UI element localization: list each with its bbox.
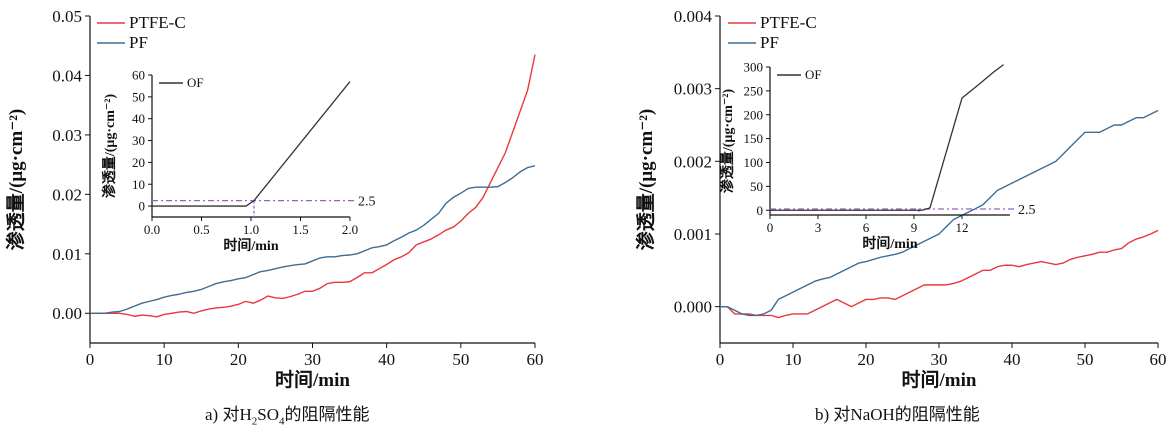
main-0-y-tick-label: 0.04 (52, 66, 82, 85)
series-line-ptfe-c (720, 230, 1158, 317)
inset-1-y-tick-label: 100 (744, 155, 764, 170)
main-1-y-tick-label: 0.000 (674, 298, 712, 317)
main-1-x-axis-label: 时间/min (902, 369, 977, 391)
main-0-x-tick-label: 10 (156, 350, 173, 369)
inset-0-y-tick-label: 60 (132, 68, 145, 83)
inset-0-x-tick-label: 0.5 (193, 222, 209, 237)
chart-panel-a: 0 10 20 30 40 50 600.000.010.020.030.040.05时间/… (4, 7, 544, 391)
chart-panel-b: 0 10 20 30 40 50 600.0000.0010.0020.0030.004时间… (634, 7, 1167, 391)
main-1-x-tick-label: 0 (716, 350, 725, 369)
threshold-label: 2.5 (1018, 203, 1036, 218)
inset-series-line-of (152, 82, 350, 207)
inset-1-x-tick-label: 9 (911, 220, 918, 235)
series-line-ptfe-c (90, 55, 535, 317)
inset-1-y-tick-label: 250 (744, 83, 764, 98)
inset-0-y-tick-label: 0 (139, 199, 146, 214)
main-1-y-tick-label: 0.002 (674, 152, 712, 171)
main-0-x-tick-label: 60 (527, 350, 544, 369)
threshold-label: 2.5 (358, 195, 376, 210)
inset-0-x-tick-label: 1.5 (292, 222, 308, 237)
legend-label: PTFE-C (760, 13, 817, 32)
inset-0-x-tick-label: 0.0 (144, 222, 160, 237)
inset-0-x-tick-label: 2.0 (342, 222, 358, 237)
main-1-x-tick-label: 20 (858, 350, 875, 369)
caption-b: b) 对NaOH的阻隔性能 (815, 400, 980, 425)
inset-1-y-tick-label: 0 (757, 203, 764, 218)
main-1-x-tick-label: 10 (785, 350, 802, 369)
inset-0-y-tick-label: 10 (132, 177, 145, 192)
main-0-x-tick-label: 40 (378, 350, 395, 369)
main-0-x-axis-label: 时间/min (275, 369, 350, 391)
inset-1-x-tick-label: 0 (767, 220, 774, 235)
legend: PTFE-CPF (97, 13, 186, 52)
inset-1-y-tick-label: 50 (750, 179, 763, 194)
legend-label: PF (760, 33, 779, 52)
inset-0-y-tick-label: 30 (132, 133, 145, 148)
main-0-y-tick-label: 0.00 (52, 304, 82, 323)
inset-chart: 0 3 6 9 12 0 50 100 150 200 250 300 时间/min 渗透量/(μg·cm… (719, 60, 1036, 252)
figure-canvas: 0 10 20 30 40 50 600.000.010.020.030.040.05时间/… (0, 0, 1173, 398)
main-0-x-tick-label: 20 (230, 350, 247, 369)
inset-1-x-tick-label: 3 (815, 220, 822, 235)
main-0-y-axis-label: 渗透量/(μg·cm⁻²) (4, 109, 27, 251)
inset-1-y-tick-label: 150 (744, 131, 764, 146)
inset-1-x-axis-label: 时间/min (862, 235, 917, 252)
inset-0-y-axis-label: 渗透量/(μg·cm⁻²) (101, 94, 118, 199)
legend-label: PF (129, 33, 148, 52)
inset-legend-label: OF (805, 67, 822, 82)
inset-1-x-tick-label: 6 (863, 220, 870, 235)
main-0-x-tick-label: 50 (452, 350, 469, 369)
inset-series-line-of (770, 65, 1004, 211)
main-0-y-tick-label: 0.03 (52, 126, 82, 145)
main-0-y-tick-label: 0.05 (52, 7, 82, 26)
main-1-y-tick-label: 0.003 (674, 80, 712, 99)
main-0-y-tick-label: 0.02 (52, 185, 82, 204)
main-0-x-tick-label: 0 (86, 350, 95, 369)
main-1-y-axis-label: 渗透量/(μg·cm⁻²) (634, 109, 657, 251)
legend: PTFE-CPF (728, 13, 817, 52)
inset-0-y-tick-label: 50 (132, 89, 145, 104)
inset-1-x-tick-label: 12 (956, 220, 969, 235)
main-1-x-tick-label: 60 (1150, 350, 1167, 369)
main-1-x-tick-label: 30 (931, 350, 948, 369)
inset-0-y-tick-label: 20 (132, 155, 145, 170)
inset-0-x-axis-label: 时间/min (223, 237, 278, 254)
caption-a: a) 对H2SO4的阻隔性能 (205, 400, 369, 427)
main-1-x-tick-label: 40 (1004, 350, 1021, 369)
inset-chart: 0.0 0.5 1.0 1.5 2.0 0 10 20 30 40 50 60 时间/min 渗透量/(μ… (101, 68, 376, 254)
inset-1-y-axis-label: 渗透量/(μg·cm⁻²) (719, 89, 736, 194)
main-1-y-tick-label: 0.004 (674, 7, 713, 26)
main-0-x-tick-label: 30 (304, 350, 321, 369)
inset-1-y-tick-label: 300 (744, 60, 764, 75)
main-1-y-tick-label: 0.001 (674, 225, 712, 244)
inset-1-y-tick-label: 200 (744, 107, 764, 122)
main-0-y-tick-label: 0.01 (52, 245, 82, 264)
inset-0-x-tick-label: 1.0 (243, 222, 259, 237)
inset-0-y-tick-label: 40 (132, 111, 145, 126)
main-1-x-tick-label: 50 (1077, 350, 1094, 369)
inset-legend-label: OF (187, 75, 204, 90)
legend-label: PTFE-C (129, 13, 186, 32)
